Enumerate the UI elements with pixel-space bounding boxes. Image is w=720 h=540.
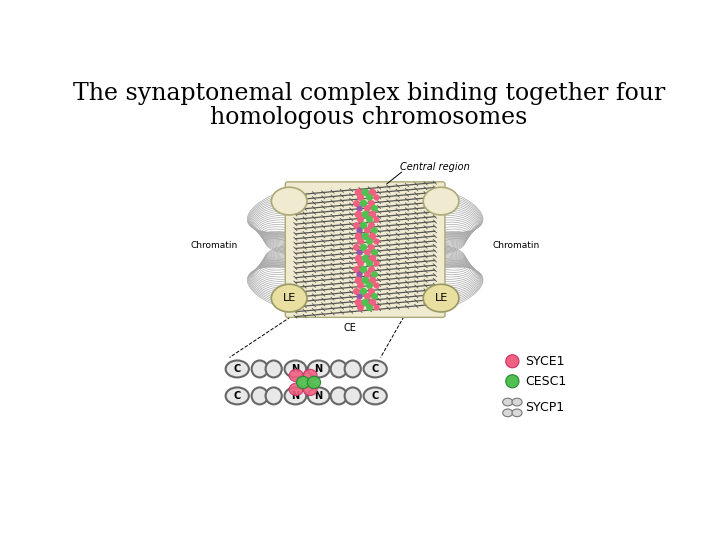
- Ellipse shape: [266, 387, 282, 404]
- Ellipse shape: [303, 369, 317, 382]
- Text: SYCE1: SYCE1: [526, 355, 565, 368]
- Ellipse shape: [251, 387, 268, 404]
- Text: N: N: [292, 391, 300, 401]
- Text: CE: CE: [343, 323, 356, 333]
- Text: C: C: [372, 364, 379, 374]
- Text: Central region: Central region: [400, 162, 469, 172]
- Ellipse shape: [271, 284, 307, 312]
- Text: LE: LE: [282, 293, 296, 303]
- Ellipse shape: [512, 398, 522, 406]
- Ellipse shape: [297, 376, 310, 389]
- Ellipse shape: [505, 355, 519, 368]
- Ellipse shape: [307, 387, 330, 404]
- Text: N: N: [292, 364, 300, 374]
- Text: Chromatin: Chromatin: [492, 241, 540, 250]
- Text: C: C: [233, 391, 241, 401]
- Ellipse shape: [423, 187, 459, 215]
- Text: C: C: [372, 391, 379, 401]
- Ellipse shape: [284, 387, 306, 404]
- Ellipse shape: [330, 387, 347, 404]
- Text: SYCP1: SYCP1: [526, 401, 564, 414]
- Text: N: N: [315, 391, 323, 401]
- Ellipse shape: [423, 284, 459, 312]
- Ellipse shape: [364, 387, 387, 404]
- Ellipse shape: [251, 361, 268, 377]
- Ellipse shape: [289, 369, 303, 382]
- Text: C: C: [233, 364, 241, 374]
- Ellipse shape: [505, 375, 519, 388]
- Ellipse shape: [364, 361, 387, 377]
- Text: Chromatin: Chromatin: [190, 241, 238, 250]
- Ellipse shape: [330, 361, 347, 377]
- Ellipse shape: [512, 409, 522, 417]
- Ellipse shape: [503, 398, 513, 406]
- Ellipse shape: [289, 383, 303, 395]
- Ellipse shape: [225, 361, 249, 377]
- Text: LE: LE: [434, 293, 448, 303]
- Text: The synaptonemal complex binding together four: The synaptonemal complex binding togethe…: [73, 82, 665, 105]
- Ellipse shape: [307, 361, 330, 377]
- Text: homologous chromosomes: homologous chromosomes: [210, 106, 528, 130]
- Ellipse shape: [266, 361, 282, 377]
- Text: N: N: [315, 364, 323, 374]
- Ellipse shape: [225, 387, 249, 404]
- Ellipse shape: [284, 361, 306, 377]
- Ellipse shape: [503, 409, 513, 417]
- Ellipse shape: [345, 361, 361, 377]
- Ellipse shape: [271, 187, 307, 215]
- Ellipse shape: [345, 387, 361, 404]
- Text: CESC1: CESC1: [526, 375, 567, 388]
- Ellipse shape: [307, 376, 320, 389]
- Ellipse shape: [303, 383, 317, 395]
- FancyBboxPatch shape: [285, 182, 445, 318]
